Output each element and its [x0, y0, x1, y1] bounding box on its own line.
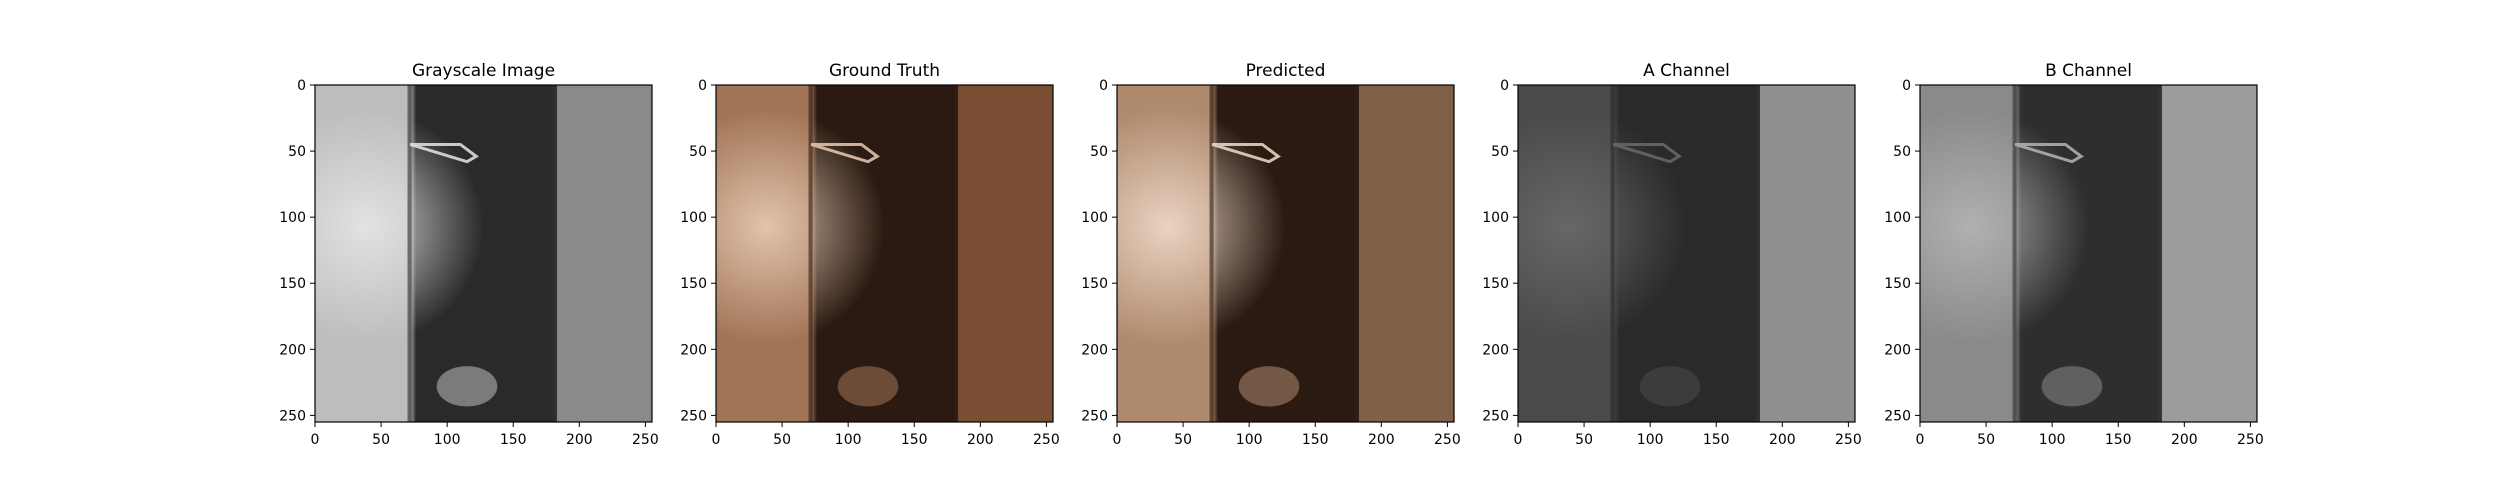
x-tick-label: 200: [1368, 432, 1395, 448]
x-tick-label: 0: [712, 432, 721, 448]
y-tick-label: 200: [1081, 342, 1108, 358]
x-tick-label: 150: [1703, 432, 1730, 448]
x-tick-label: 250: [2237, 432, 2264, 448]
y-tick-label: 50: [689, 144, 707, 160]
panel-3: Predicted 0 50 100 150 200 250 0 50 100 150 200 250: [1081, 61, 1460, 448]
panel-title: Predicted: [1246, 61, 1326, 81]
y-tick-label: 0: [698, 78, 707, 94]
x-tick-label: 200: [967, 432, 994, 448]
x-tick-label: 50: [773, 432, 791, 448]
y-tick-label: 150: [1482, 276, 1509, 292]
y-tick-label: 50: [1491, 144, 1509, 160]
y-tick-label: 200: [1482, 342, 1509, 358]
x-tick-label: 100: [1236, 432, 1263, 448]
x-tick-label: 0: [1113, 432, 1122, 448]
x-tick-label: 50: [1575, 432, 1593, 448]
y-tick-label: 0: [1500, 78, 1509, 94]
y-tick-label: 250: [680, 408, 707, 424]
axes-frame: [1116, 84, 1455, 423]
x-tick-label: 200: [1769, 432, 1796, 448]
x-tick-label: 150: [1302, 432, 1329, 448]
y-tick-label: 50: [1090, 144, 1108, 160]
image-plot: [1117, 85, 1454, 422]
axes-frame: [314, 84, 653, 423]
y-tick-label: 250: [279, 408, 306, 424]
x-tick-label: 50: [372, 432, 390, 448]
y-tick-label: 100: [279, 210, 306, 226]
panel-5: B Channel 0 50 100 150 200 250 0 50 100 150 200 250: [1884, 61, 2263, 448]
y-tick-label: 150: [1884, 276, 1911, 292]
x-tick-label: 250: [632, 432, 659, 448]
panel-2: Ground Truth 0 50 100 150 200 250 0 50 100 150 200 2…: [680, 61, 1059, 448]
axes-frame: [1517, 84, 1856, 423]
y-tick-label: 100: [1081, 210, 1108, 226]
panel-title: A Channel: [1643, 61, 1730, 81]
panel-title: B Channel: [2045, 61, 2132, 81]
y-tick-label: 50: [288, 144, 306, 160]
x-tick-label: 200: [566, 432, 593, 448]
x-tick-label: 50: [1174, 432, 1192, 448]
image-plot: [1920, 85, 2257, 422]
y-tick-label: 0: [1099, 78, 1108, 94]
y-tick-label: 100: [680, 210, 707, 226]
x-tick-label: 100: [2039, 432, 2066, 448]
axes-frame: [715, 84, 1054, 423]
x-tick-label: 250: [1033, 432, 1060, 448]
y-tick-label: 100: [1482, 210, 1509, 226]
x-tick-label: 100: [835, 432, 862, 448]
axes-frame: [1919, 84, 2258, 423]
x-tick-label: 0: [1514, 432, 1523, 448]
x-tick-label: 0: [1916, 432, 1925, 448]
y-tick-label: 250: [1482, 408, 1509, 424]
x-tick-label: 100: [1637, 432, 1664, 448]
image-plot: [315, 85, 652, 422]
x-tick-label: 100: [434, 432, 461, 448]
y-tick-label: 0: [297, 78, 306, 94]
x-tick-label: 250: [1835, 432, 1862, 448]
y-tick-label: 150: [1081, 276, 1108, 292]
image-plot: [1518, 85, 1855, 422]
y-tick-label: 250: [1081, 408, 1108, 424]
panel-title: Grayscale Image: [412, 61, 555, 81]
x-tick-label: 200: [2171, 432, 2198, 448]
x-tick-label: 50: [1977, 432, 1995, 448]
x-tick-label: 150: [2105, 432, 2132, 448]
panel-title: Ground Truth: [829, 61, 940, 81]
y-tick-label: 200: [1884, 342, 1911, 358]
y-tick-label: 200: [680, 342, 707, 358]
x-tick-label: 0: [311, 432, 320, 448]
y-tick-label: 250: [1884, 408, 1911, 424]
y-tick-label: 200: [279, 342, 306, 358]
x-tick-label: 150: [901, 432, 928, 448]
panel-4: A Channel 0 50 100 150 200 250 0 50 100 150 200 250: [1482, 61, 1861, 448]
x-tick-label: 250: [1434, 432, 1461, 448]
y-tick-label: 50: [1893, 144, 1911, 160]
image-plot: [716, 85, 1053, 422]
panel-1: Grayscale Image 0 50 100 150 200 250 0 50 100 150 2…: [279, 61, 658, 448]
y-tick-label: 150: [680, 276, 707, 292]
x-tick-label: 150: [500, 432, 527, 448]
y-tick-label: 0: [1902, 78, 1911, 94]
y-tick-label: 100: [1884, 210, 1911, 226]
y-tick-label: 150: [279, 276, 306, 292]
